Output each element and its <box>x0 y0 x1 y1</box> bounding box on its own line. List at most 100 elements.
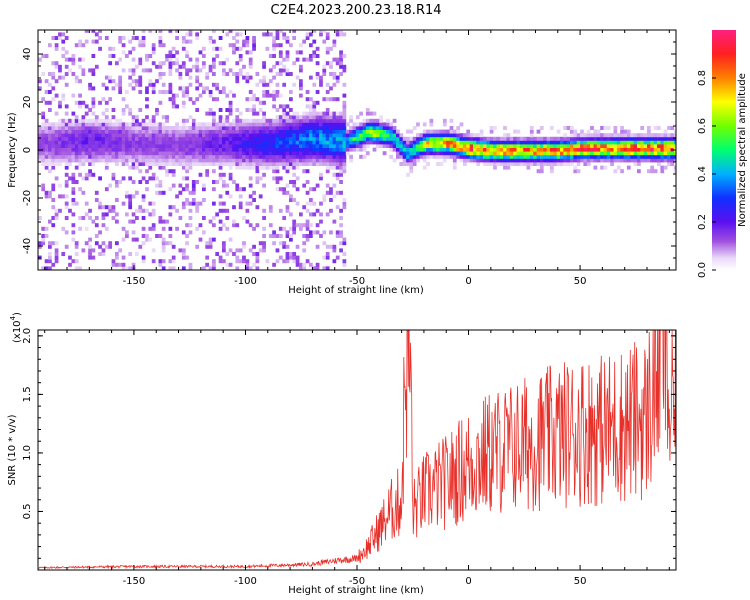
spectrogram-cell <box>248 118 253 123</box>
spectrogram-cell <box>44 122 49 127</box>
spectrogram-cell <box>319 212 323 217</box>
spectrogram-cell <box>278 255 283 260</box>
spectrogram-cell <box>429 140 434 145</box>
spectrogram-cell <box>580 147 584 152</box>
spectrogram-cell <box>319 79 323 84</box>
spectrogram-cell <box>168 86 173 91</box>
spectrogram-cell <box>205 169 210 174</box>
spectrogram-cell <box>436 154 440 159</box>
spectrogram-cell <box>606 147 611 152</box>
spectrogram-cell <box>121 50 126 55</box>
spectrogram-cell <box>138 108 143 112</box>
spectrogram-cell <box>235 126 240 130</box>
spectrogram-cell <box>165 144 169 148</box>
spectrogram-cell <box>158 180 163 184</box>
spectrogram-cell <box>84 104 89 109</box>
spectrogram-cell <box>238 54 243 58</box>
spectrogram-cell <box>44 190 49 195</box>
spectrogram-cell <box>104 151 109 156</box>
spectrogram-cell <box>325 212 330 217</box>
spectrogram-cell <box>111 140 116 145</box>
spectrogram-cell <box>342 136 347 141</box>
spectrogram-cell <box>125 144 129 148</box>
spectrogram-cell <box>345 147 350 152</box>
spectrogram-cell <box>272 104 276 109</box>
spectrogram-cell <box>98 126 102 130</box>
spectrogram-cell <box>305 151 310 156</box>
spectrogram-cell <box>195 144 200 148</box>
spectrogram-cell <box>88 162 92 166</box>
spectrogram-cell <box>613 147 618 152</box>
spectrogram-cell <box>195 180 200 184</box>
spectrogram-cell <box>536 154 541 159</box>
spectrogram-cell <box>51 262 56 267</box>
spectrogram-cell <box>630 144 635 148</box>
spectrogram-cell <box>88 122 92 127</box>
spectrogram-cell <box>355 129 360 134</box>
spectrogram-cell <box>590 126 594 130</box>
spectrogram-cell <box>181 122 186 127</box>
spectrogram-cell <box>262 165 266 170</box>
spectrogram-cell <box>379 126 384 130</box>
spectrogram-cell <box>362 154 367 159</box>
spectrogram-cell <box>195 75 200 80</box>
spectrogram-cell <box>278 50 283 55</box>
spectrogram-cell <box>489 162 494 166</box>
spectrogram-cell <box>342 64 347 69</box>
spectrogram-cell <box>88 208 92 213</box>
spectrogram-cell <box>339 136 343 141</box>
spectrogram-cell <box>315 266 320 270</box>
spectrogram-cell <box>432 133 437 138</box>
spectrogram-cell <box>268 162 273 166</box>
spectrogram-cell <box>282 64 287 69</box>
spectrogram-cell <box>202 64 206 69</box>
spectrogram-cell <box>533 162 537 166</box>
spectrogram-cell <box>208 108 213 112</box>
spectrogram-cell <box>98 151 102 156</box>
bottom-x-tick-label: -50 <box>349 576 365 587</box>
spectrogram-cell <box>640 158 645 163</box>
spectrogram-cell <box>660 144 665 148</box>
spectrogram-cell <box>158 72 163 76</box>
spectrogram-cell <box>48 266 52 270</box>
spectrogram-cell <box>432 154 437 159</box>
spectrogram-cell <box>339 223 343 228</box>
spectrogram-cell <box>215 129 220 134</box>
spectrogram-cell <box>168 136 173 141</box>
spectrogram-cell <box>74 100 79 105</box>
spectrogram-cell <box>262 129 266 134</box>
spectrogram-cell <box>78 43 82 48</box>
spectrogram-cell <box>302 57 307 62</box>
spectrogram-cell <box>673 144 676 148</box>
spectrogram-cell <box>653 136 658 141</box>
spectrogram-cell <box>235 136 240 141</box>
spectrogram-cell <box>101 129 106 134</box>
spectrogram-cell <box>278 68 283 73</box>
spectrogram-cell <box>171 172 176 177</box>
spectrogram-cell <box>108 46 113 51</box>
spectrogram-cell <box>613 144 618 148</box>
spectrogram-cell <box>125 54 129 58</box>
spectrogram-cell <box>61 194 66 199</box>
spectrogram-cell <box>235 108 240 112</box>
spectrogram-cell <box>332 248 337 253</box>
spectrogram-cell <box>235 162 240 166</box>
spectrogram-cell <box>479 129 484 134</box>
spectrogram-cell <box>359 144 363 148</box>
spectrogram-cell <box>115 140 119 145</box>
spectrogram-cell <box>91 39 96 44</box>
spectrogram-cell <box>185 126 189 130</box>
spectrogram-cell <box>335 158 340 163</box>
spectrogram-cell <box>278 147 283 152</box>
spectrogram-cell <box>449 118 454 123</box>
spectrogram-cell <box>305 169 310 174</box>
snr-series-line <box>38 330 676 570</box>
spectrogram-cell <box>171 255 176 260</box>
spectrogram-cell <box>131 57 136 62</box>
spectrogram-cell <box>168 82 173 87</box>
spectrogram-cell <box>339 61 343 66</box>
spectrogram-cell <box>369 133 374 138</box>
spectrogram-cell <box>576 136 581 141</box>
spectrogram-cell <box>402 151 407 156</box>
spectrogram-cell <box>232 140 236 145</box>
